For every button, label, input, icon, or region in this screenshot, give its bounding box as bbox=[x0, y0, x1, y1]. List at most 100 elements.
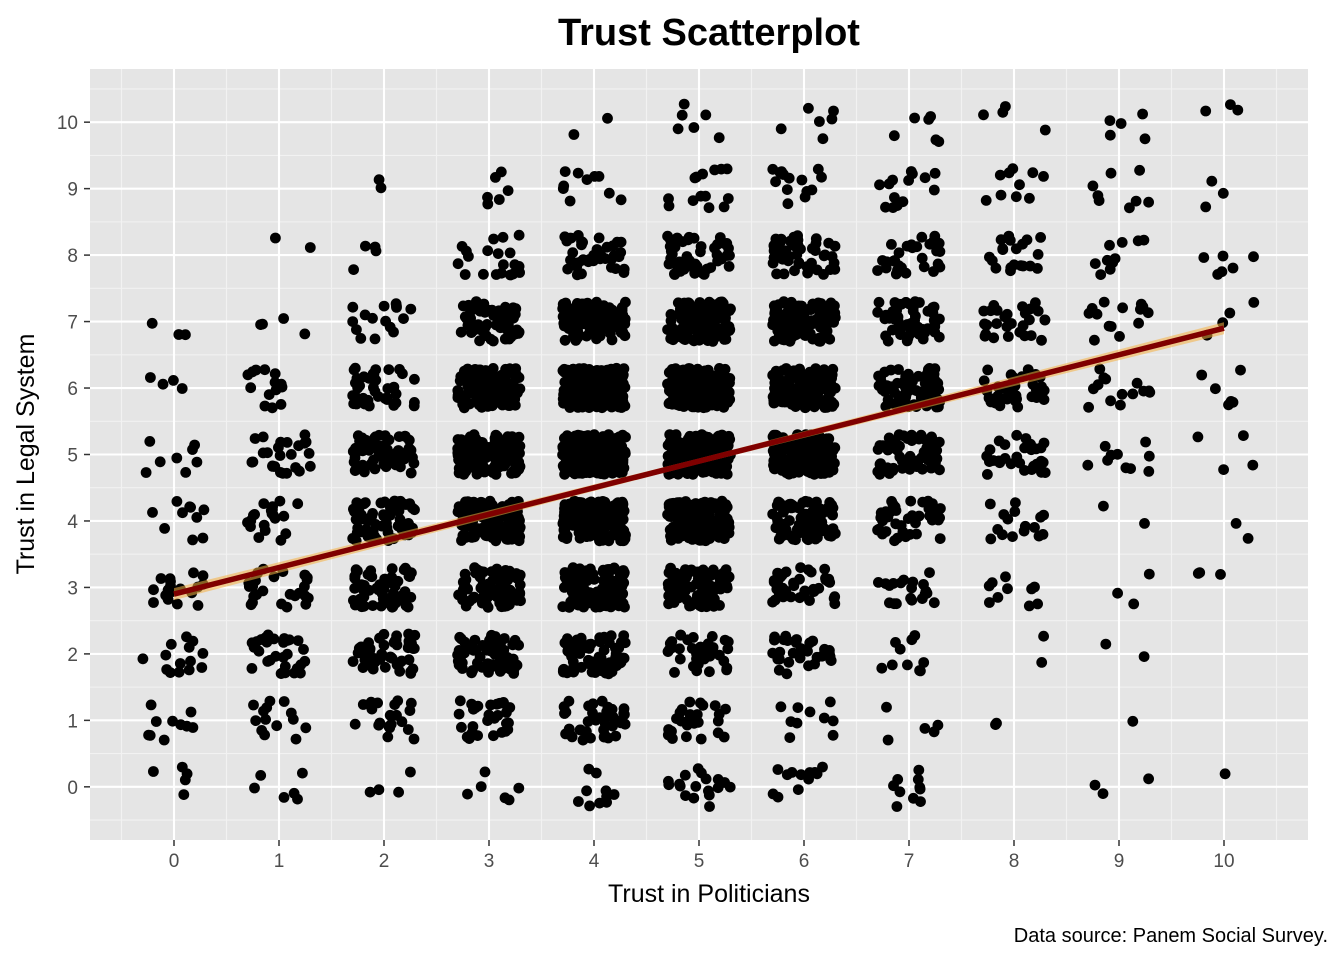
data-point bbox=[358, 371, 370, 383]
data-point bbox=[407, 502, 418, 514]
data-point bbox=[1019, 465, 1030, 476]
data-point bbox=[790, 311, 802, 322]
data-point bbox=[597, 431, 609, 442]
data-point bbox=[1192, 568, 1204, 579]
data-point bbox=[807, 635, 819, 647]
data-point bbox=[347, 301, 359, 313]
data-point bbox=[1116, 388, 1128, 400]
data-point bbox=[497, 321, 509, 333]
data-point bbox=[872, 265, 883, 276]
data-point bbox=[827, 715, 839, 727]
data-point bbox=[1139, 518, 1150, 529]
data-point bbox=[1030, 297, 1041, 309]
data-point bbox=[772, 653, 784, 665]
data-point bbox=[933, 436, 945, 448]
data-point bbox=[690, 781, 702, 792]
data-point bbox=[1105, 321, 1117, 332]
data-point bbox=[1227, 262, 1239, 274]
data-point bbox=[828, 105, 839, 117]
data-point bbox=[498, 601, 510, 612]
data-point bbox=[581, 516, 592, 528]
data-point bbox=[823, 466, 835, 478]
data-point bbox=[784, 732, 796, 743]
data-point bbox=[979, 330, 991, 342]
data-point bbox=[883, 178, 895, 190]
data-point bbox=[689, 267, 701, 279]
data-point bbox=[777, 365, 789, 376]
data-point bbox=[1098, 372, 1110, 384]
data-point bbox=[768, 455, 780, 467]
data-point bbox=[565, 384, 576, 396]
data-point bbox=[574, 597, 586, 608]
data-point bbox=[1217, 187, 1229, 199]
data-point bbox=[1248, 251, 1259, 263]
data-point bbox=[304, 242, 316, 253]
data-point bbox=[478, 268, 489, 280]
data-point bbox=[615, 657, 627, 668]
data-point bbox=[364, 515, 376, 526]
data-point bbox=[778, 268, 790, 280]
data-point bbox=[812, 297, 824, 309]
data-point bbox=[576, 392, 588, 404]
data-point bbox=[1008, 259, 1020, 271]
data-point bbox=[388, 381, 400, 393]
data-point bbox=[720, 393, 731, 404]
data-point bbox=[284, 634, 295, 646]
data-point bbox=[568, 495, 580, 507]
data-point bbox=[882, 440, 893, 452]
data-point bbox=[1196, 369, 1208, 381]
data-point bbox=[1133, 317, 1144, 329]
data-point bbox=[827, 729, 839, 741]
data-point bbox=[1117, 302, 1128, 314]
data-point bbox=[666, 330, 678, 342]
data-point bbox=[509, 399, 521, 411]
data-point bbox=[248, 699, 259, 711]
data-point bbox=[409, 373, 420, 385]
data-point bbox=[816, 371, 828, 383]
data-point bbox=[1032, 305, 1044, 317]
data-point bbox=[772, 764, 784, 775]
data-point bbox=[802, 496, 814, 508]
data-point bbox=[1212, 269, 1224, 280]
data-point bbox=[573, 582, 584, 594]
data-point bbox=[812, 387, 823, 399]
data-point bbox=[300, 722, 312, 734]
data-point bbox=[689, 172, 701, 184]
data-point bbox=[767, 596, 778, 608]
data-point bbox=[808, 586, 820, 597]
data-point bbox=[171, 496, 183, 507]
data-point bbox=[889, 398, 900, 410]
data-point bbox=[1215, 569, 1226, 580]
data-point bbox=[773, 496, 784, 508]
data-point bbox=[721, 664, 732, 676]
data-point bbox=[378, 451, 390, 463]
data-point bbox=[397, 498, 409, 510]
data-point bbox=[682, 634, 694, 646]
data-point bbox=[1023, 600, 1035, 612]
data-point bbox=[598, 731, 610, 743]
data-point bbox=[820, 380, 831, 392]
data-point bbox=[707, 336, 719, 347]
data-point bbox=[928, 506, 939, 518]
data-point bbox=[801, 533, 813, 545]
data-point bbox=[919, 172, 931, 184]
data-point bbox=[400, 431, 411, 442]
data-point bbox=[466, 327, 477, 338]
data-point bbox=[611, 362, 622, 374]
data-point bbox=[599, 718, 611, 730]
data-point bbox=[618, 568, 629, 580]
data-point bbox=[158, 734, 170, 746]
data-point bbox=[812, 506, 823, 518]
data-point bbox=[805, 566, 817, 578]
data-point bbox=[769, 631, 780, 643]
data-point bbox=[898, 430, 909, 442]
x-tick-label: 8 bbox=[1009, 851, 1020, 872]
data-point bbox=[379, 393, 391, 404]
data-point bbox=[723, 261, 735, 272]
data-point bbox=[908, 792, 919, 804]
data-point bbox=[616, 384, 628, 396]
data-point bbox=[407, 452, 418, 463]
data-point bbox=[718, 201, 730, 213]
data-point bbox=[176, 383, 188, 394]
data-point bbox=[157, 378, 169, 390]
